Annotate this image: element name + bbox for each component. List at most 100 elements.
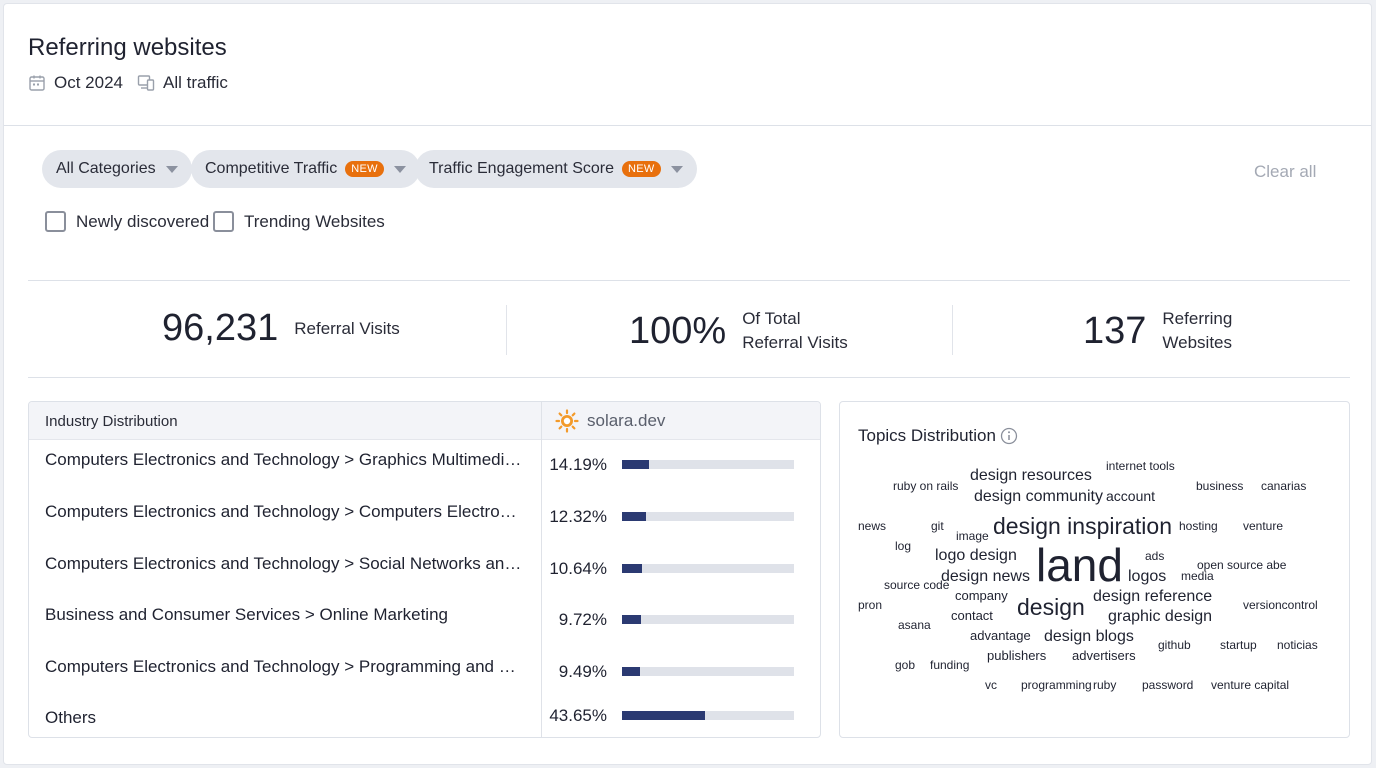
topic-word[interactable]: vc bbox=[985, 678, 997, 692]
topic-word[interactable]: asana bbox=[898, 618, 931, 632]
topic-word[interactable]: password bbox=[1142, 678, 1194, 692]
site-name[interactable]: solara.dev bbox=[587, 411, 666, 430]
share-bar bbox=[622, 711, 794, 720]
share-bar-fill bbox=[622, 711, 705, 720]
industry-row[interactable]: Computers Electronics and Technology > G… bbox=[29, 442, 820, 494]
page-title: Referring websites bbox=[28, 34, 227, 61]
topic-word[interactable]: noticias bbox=[1277, 638, 1318, 652]
topic-word[interactable]: design inspiration bbox=[993, 513, 1173, 539]
industry-row[interactable]: Computers Electronics and Technology > C… bbox=[29, 494, 820, 546]
topic-word[interactable]: ruby on rails bbox=[893, 479, 959, 493]
topic-word[interactable]: open source abe bbox=[1197, 558, 1287, 572]
topic-word[interactable]: company bbox=[955, 588, 1008, 603]
industry-row[interactable]: Computers Electronics and Technology > S… bbox=[29, 546, 820, 598]
topic-word[interactable]: contact bbox=[951, 608, 993, 623]
all-categories-dropdown[interactable]: All Categories bbox=[42, 150, 192, 188]
page-header: Referring websites Oct 2024 All traffic bbox=[4, 4, 1371, 126]
share-bar-fill bbox=[622, 667, 640, 676]
industry-share: 9.72% bbox=[558, 610, 607, 629]
topic-word[interactable]: design community bbox=[974, 488, 1103, 505]
stat-label: Referral Visits bbox=[294, 318, 400, 338]
industry-label: Others bbox=[45, 708, 97, 727]
topic-word[interactable]: design reference bbox=[1093, 588, 1213, 605]
industry-share: 12.32% bbox=[549, 507, 607, 526]
topic-word[interactable]: github bbox=[1158, 638, 1191, 652]
column-divider bbox=[541, 402, 542, 737]
clear-all-button[interactable]: Clear all bbox=[1254, 162, 1317, 181]
topic-word[interactable]: account bbox=[1106, 488, 1156, 504]
topic-word[interactable]: source code bbox=[884, 578, 950, 592]
site-logo-icon bbox=[555, 409, 579, 433]
checkbox-box[interactable] bbox=[213, 211, 234, 232]
topic-word[interactable]: design resources bbox=[970, 467, 1092, 484]
industry-share: 10.64% bbox=[549, 559, 607, 578]
site-column-header: solara.dev bbox=[555, 409, 665, 433]
topic-word[interactable]: publishers bbox=[987, 648, 1047, 663]
chevron-down-icon bbox=[393, 165, 406, 173]
topic-word[interactable]: funding bbox=[930, 658, 970, 672]
chip-label: Traffic Engagement Score bbox=[429, 160, 614, 177]
topic-word[interactable]: ruby bbox=[1093, 678, 1117, 692]
industry-row[interactable]: Others 43.65% bbox=[29, 700, 820, 737]
topic-word[interactable]: advertisers bbox=[1072, 648, 1136, 663]
share-bar-fill bbox=[622, 564, 642, 573]
competitive-traffic-dropdown[interactable]: Competitive Traffic NEW bbox=[191, 150, 420, 188]
stat-value: 96,231 bbox=[162, 307, 279, 349]
stat-referral-visits: 96,231 Referral Visits bbox=[162, 307, 400, 350]
topic-word[interactable]: logos bbox=[1128, 568, 1167, 585]
industry-header-label: Industry Distribution bbox=[45, 413, 178, 430]
topic-word[interactable]: logo design bbox=[935, 547, 1017, 564]
newly-discovered-checkbox[interactable]: Newly discovered bbox=[45, 211, 209, 232]
industry-label: Computers Electronics and Technology > C… bbox=[45, 502, 525, 521]
topic-word[interactable]: media bbox=[1181, 569, 1214, 583]
topic-word[interactable]: land bbox=[1036, 539, 1123, 591]
divider bbox=[28, 377, 1350, 378]
share-bar bbox=[622, 460, 794, 469]
topic-word[interactable]: venture bbox=[1243, 519, 1284, 533]
divider bbox=[506, 305, 507, 355]
topic-word[interactable]: design blogs bbox=[1044, 628, 1134, 645]
industry-row[interactable]: Business and Consumer Services > Online … bbox=[29, 597, 820, 649]
topic-word[interactable]: internet tools bbox=[1106, 459, 1175, 473]
industry-share: 14.19% bbox=[549, 455, 607, 474]
info-icon[interactable] bbox=[1000, 427, 1018, 445]
topic-word[interactable]: versioncontrol bbox=[1243, 598, 1318, 612]
share-bar-fill bbox=[622, 460, 649, 469]
industry-label: Computers Electronics and Technology > G… bbox=[45, 450, 525, 469]
industry-label: Computers Electronics and Technology > P… bbox=[45, 657, 525, 676]
topic-word[interactable]: design news bbox=[941, 568, 1030, 585]
industry-share: 43.65% bbox=[549, 706, 607, 725]
chevron-down-icon bbox=[670, 165, 683, 173]
topic-word[interactable]: business bbox=[1196, 479, 1244, 493]
share-bar bbox=[622, 615, 794, 624]
stat-value: 100% bbox=[629, 309, 727, 352]
topic-word[interactable]: advantage bbox=[970, 628, 1031, 643]
topic-word[interactable]: log bbox=[895, 539, 912, 553]
checkbox-box[interactable] bbox=[45, 211, 66, 232]
topic-word[interactable]: canarias bbox=[1261, 479, 1307, 493]
topic-word[interactable]: gob bbox=[895, 658, 916, 672]
topic-word[interactable]: git bbox=[931, 519, 944, 533]
share-bar bbox=[622, 667, 794, 676]
new-badge: NEW bbox=[345, 161, 384, 177]
topic-word[interactable]: ads bbox=[1145, 549, 1165, 563]
trending-websites-checkbox[interactable]: Trending Websites bbox=[213, 211, 385, 232]
traffic-engagement-score-dropdown[interactable]: Traffic Engagement Score NEW bbox=[415, 150, 697, 188]
topic-word[interactable]: venture capital bbox=[1211, 678, 1290, 692]
topic-word[interactable]: hosting bbox=[1179, 519, 1218, 533]
topic-word[interactable]: image bbox=[956, 529, 989, 543]
topic-word[interactable]: startup bbox=[1220, 638, 1257, 652]
topic-word[interactable]: programming bbox=[1021, 678, 1092, 692]
topic-word[interactable]: pron bbox=[858, 598, 883, 612]
topic-word[interactable]: design bbox=[1017, 594, 1085, 620]
traffic-type[interactable]: All traffic bbox=[163, 73, 228, 92]
topic-word[interactable]: news bbox=[858, 519, 887, 533]
industry-row[interactable]: Computers Electronics and Technology > P… bbox=[29, 649, 820, 701]
industry-label: Computers Electronics and Technology > S… bbox=[45, 554, 525, 573]
topic-word[interactable]: graphic design bbox=[1108, 608, 1213, 625]
calendar-icon bbox=[28, 74, 46, 92]
date-range[interactable]: Oct 2024 bbox=[54, 73, 123, 92]
divider bbox=[952, 305, 953, 355]
share-bar-fill bbox=[622, 615, 641, 624]
chip-label: All Categories bbox=[56, 160, 156, 177]
